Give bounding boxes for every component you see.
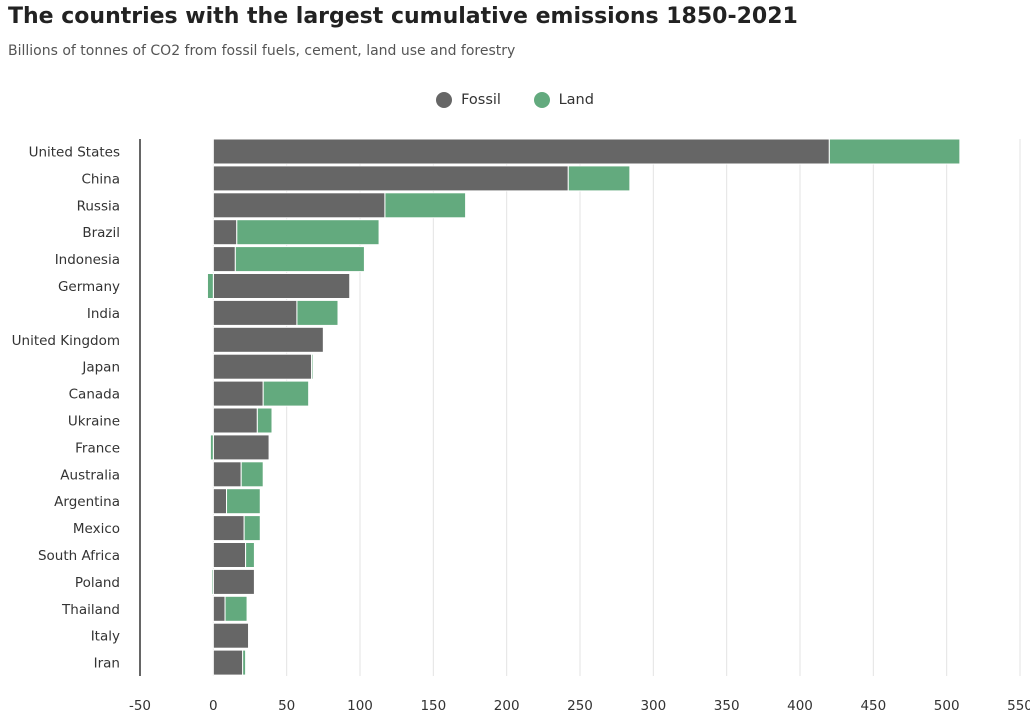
bar-land-australia[interactable] <box>240 461 264 488</box>
x-tick-label: 0 <box>209 698 218 714</box>
bar-land-argentina[interactable] <box>226 488 261 515</box>
legend-label-land: Land <box>558 92 594 108</box>
bar-fossil-mexico[interactable] <box>212 515 245 542</box>
bar-land-russia[interactable] <box>384 192 467 219</box>
bar-fossil-india[interactable] <box>212 299 298 326</box>
category-label-united-states: United States <box>29 145 120 161</box>
x-tick-label: 550 <box>1007 698 1030 714</box>
bar-fossil-poland[interactable] <box>212 568 255 595</box>
category-label-germany: Germany <box>58 279 120 295</box>
category-label-mexico: Mexico <box>73 521 120 537</box>
category-label-south-africa: South Africa <box>38 548 120 564</box>
bar-fossil-thailand[interactable] <box>212 595 226 622</box>
bar-land-brazil[interactable] <box>236 219 380 246</box>
bars <box>206 138 961 676</box>
category-label-france: France <box>75 440 120 456</box>
category-label-argentina: Argentina <box>54 494 120 510</box>
x-tick-label: 500 <box>934 698 960 714</box>
category-label-thailand: Thailand <box>61 602 120 618</box>
x-tick-label: 250 <box>567 698 593 714</box>
category-labels: United States China Russia Brazil Indonesia G… <box>12 145 120 672</box>
x-tick-label: 100 <box>347 698 373 714</box>
legend-item-fossil[interactable]: Fossil <box>436 92 501 108</box>
bar-fossil-japan[interactable] <box>212 353 313 380</box>
category-label-china: China <box>81 171 120 187</box>
category-label-australia: Australia <box>60 467 120 483</box>
category-label-india: India <box>87 306 120 322</box>
category-label-united-kingdom: United Kingdom <box>12 333 120 349</box>
category-label-japan: Japan <box>81 360 120 376</box>
bar-land-indonesia[interactable] <box>234 246 365 273</box>
category-label-russia: Russia <box>77 198 120 214</box>
bar-fossil-canada[interactable] <box>212 380 264 407</box>
bar-fossil-indonesia[interactable] <box>212 246 236 273</box>
bar-land-thailand[interactable] <box>224 595 248 622</box>
bar-fossil-ukraine[interactable] <box>212 407 258 434</box>
bar-land-germany[interactable] <box>206 273 214 299</box>
bar-land-china[interactable] <box>567 165 631 192</box>
bar-land-iran[interactable] <box>242 649 247 676</box>
bar-fossil-united-states[interactable] <box>212 138 830 165</box>
bar-fossil-germany[interactable] <box>212 273 351 299</box>
bar-fossil-france[interactable] <box>212 434 270 461</box>
category-label-canada: Canada <box>69 387 120 403</box>
bar-land-poland[interactable] <box>211 568 214 595</box>
category-label-indonesia: Indonesia <box>55 252 120 268</box>
x-tick-label: 200 <box>494 698 520 714</box>
bar-fossil-italy[interactable] <box>212 622 250 649</box>
bar-land-united-states[interactable] <box>828 138 961 165</box>
bar-fossil-south-africa[interactable] <box>212 542 247 568</box>
bar-land-ukraine[interactable] <box>256 407 273 434</box>
chart-subtitle: Billions of tonnes of CO2 from fossil fu… <box>8 43 516 59</box>
x-tick-label: -50 <box>129 698 151 714</box>
bar-land-india[interactable] <box>296 299 339 326</box>
x-tick-label: 150 <box>420 698 446 714</box>
bar-land-canada[interactable] <box>262 380 310 407</box>
bar-fossil-china[interactable] <box>212 165 569 192</box>
legend: Fossil Land <box>0 92 1030 112</box>
bar-land-mexico[interactable] <box>243 515 261 542</box>
bar-land-south-africa[interactable] <box>245 542 255 568</box>
legend-item-land[interactable]: Land <box>533 92 594 108</box>
bar-fossil-brazil[interactable] <box>212 219 238 246</box>
legend-swatch-land <box>533 92 550 108</box>
category-label-poland: Poland <box>75 575 120 591</box>
category-label-iran: Iran <box>94 656 120 672</box>
x-tick-labels: -50 0 50 100 150 200 250 300 350 400 450 500 550 <box>129 698 1030 714</box>
legend-label-fossil: Fossil <box>461 92 501 108</box>
category-label-italy: Italy <box>91 629 120 645</box>
bar-fossil-russia[interactable] <box>212 192 386 219</box>
x-tick-label: 50 <box>278 698 295 714</box>
bar-fossil-argentina[interactable] <box>212 488 228 515</box>
bar-fossil-iran[interactable] <box>212 649 244 676</box>
x-tick-label: 350 <box>714 698 740 714</box>
legend-swatch-fossil <box>436 92 453 108</box>
x-tick-label: 300 <box>640 698 666 714</box>
bar-fossil-australia[interactable] <box>212 461 242 488</box>
category-label-ukraine: Ukraine <box>68 414 120 430</box>
category-label-brazil: Brazil <box>82 225 120 241</box>
chart-title: The countries with the largest cumulativ… <box>8 4 798 29</box>
bar-fossil-united-kingdom[interactable] <box>212 326 324 353</box>
bar-land-france[interactable] <box>209 434 214 461</box>
x-tick-label: 400 <box>787 698 813 714</box>
x-tick-label: 450 <box>860 698 886 714</box>
bar-land-japan[interactable] <box>311 353 314 380</box>
